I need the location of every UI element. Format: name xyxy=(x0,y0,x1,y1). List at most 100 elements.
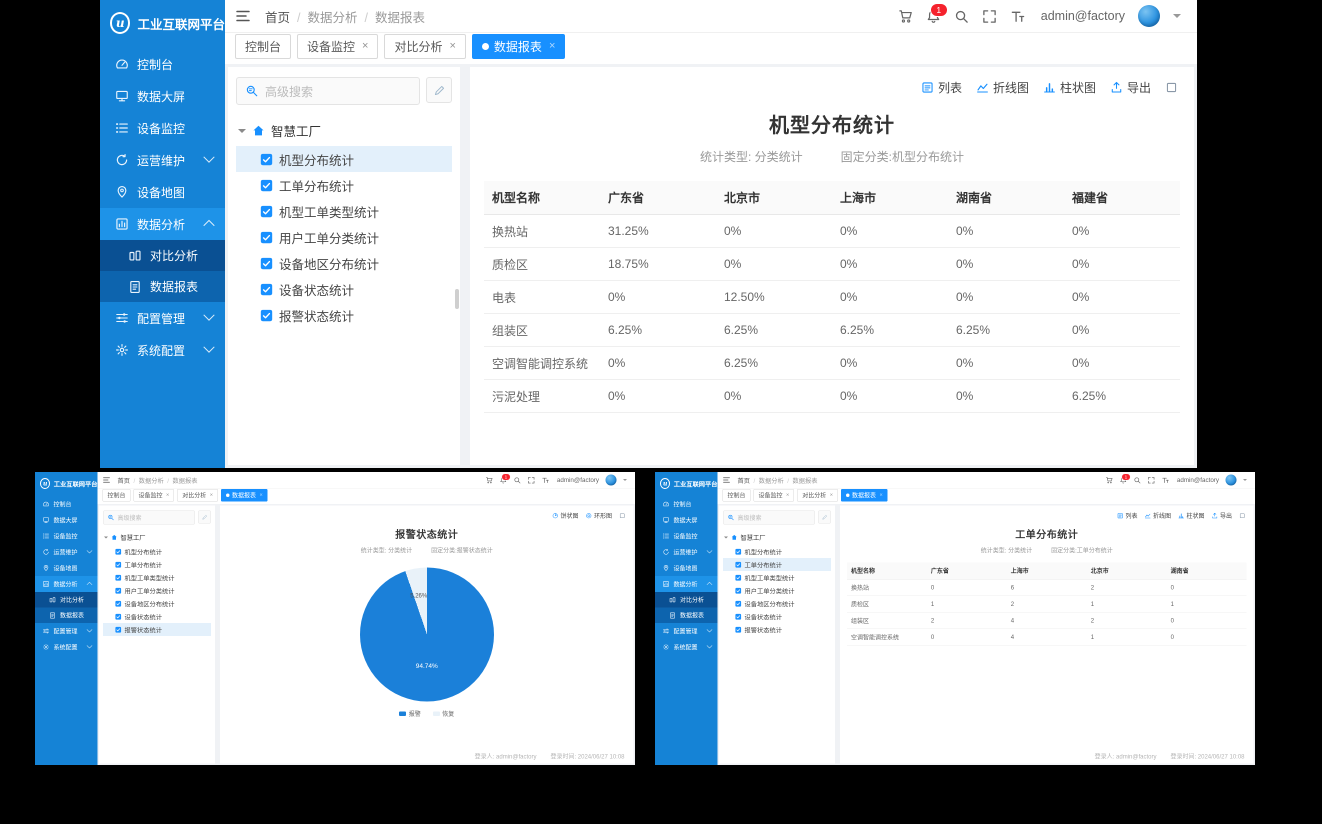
tab[interactable]: 控制台 xyxy=(722,488,751,502)
avatar[interactable] xyxy=(1225,474,1237,486)
breadcrumb-item[interactable]: / 数据报表 xyxy=(787,477,818,485)
tab-close-icon[interactable]: × xyxy=(259,492,263,498)
bell-icon[interactable]: 1 xyxy=(926,2,948,24)
fontsize-icon[interactable] xyxy=(1161,476,1169,484)
sidebar-item[interactable]: 设备监控 xyxy=(100,112,225,144)
expand-icon[interactable] xyxy=(1239,513,1246,520)
checkbox-icon[interactable] xyxy=(735,561,742,568)
tree-item[interactable]: 报警状态统计 xyxy=(103,623,211,636)
sidebar-item[interactable]: 对比分析 xyxy=(655,592,718,608)
sidebar-item[interactable]: 运营维护 xyxy=(100,144,225,176)
breadcrumb-item[interactable]: / 数据分析 xyxy=(133,477,164,485)
search-icon[interactable] xyxy=(1133,476,1141,484)
toolbar-button[interactable]: 柱状图 xyxy=(1178,512,1204,521)
sidebar-item[interactable]: 设备监控 xyxy=(655,528,718,544)
cart-icon[interactable] xyxy=(898,9,913,24)
checkbox-icon[interactable] xyxy=(115,626,122,633)
bell-icon[interactable]: 1 xyxy=(499,473,511,484)
tab[interactable]: 对比分析 × xyxy=(177,488,218,502)
cart-icon[interactable] xyxy=(1105,476,1113,484)
breadcrumb-item[interactable]: / 数据报表 xyxy=(364,10,426,25)
tree-root[interactable]: 智慧工厂 xyxy=(103,530,211,546)
toolbar-button[interactable]: 列表 xyxy=(921,79,962,96)
username[interactable]: admin@factory xyxy=(556,476,599,484)
fullscreen-icon[interactable] xyxy=(982,9,997,24)
checkbox-icon[interactable] xyxy=(115,600,122,607)
sidebar-item[interactable]: 系统配置 xyxy=(35,639,98,655)
toolbar-button[interactable]: 柱状图 xyxy=(1043,79,1096,96)
fullscreen-icon[interactable] xyxy=(527,476,535,484)
sidebar-item[interactable]: 数据大屏 xyxy=(100,80,225,112)
hamburger-icon[interactable] xyxy=(723,476,731,484)
sidebar-item[interactable]: 数据大屏 xyxy=(35,512,98,528)
checkbox-icon[interactable] xyxy=(735,626,742,633)
tree-item[interactable]: 工单分布统计 xyxy=(723,558,831,571)
tree-item[interactable]: 机型工单类型统计 xyxy=(103,571,211,584)
sidebar-item[interactable]: 数据分析 xyxy=(100,208,225,240)
pie-chart[interactable]: 94.74% 5.26% xyxy=(359,567,494,702)
tree-item[interactable]: 设备地区分布统计 xyxy=(103,597,211,610)
tree-item[interactable]: 机型分布统计 xyxy=(236,146,452,172)
fontsize-icon[interactable] xyxy=(1010,9,1025,24)
checkbox-icon[interactable] xyxy=(115,561,122,568)
tab[interactable]: 控制台 xyxy=(235,33,292,59)
sidebar-item[interactable]: 系统配置 xyxy=(655,639,718,655)
tab[interactable]: 设备监控 × xyxy=(133,488,175,502)
sidebar-item[interactable]: 设备地图 xyxy=(100,176,225,208)
fullscreen-icon[interactable] xyxy=(1147,476,1155,484)
breadcrumb-item[interactable]: /首页 xyxy=(265,10,291,25)
breadcrumb-item[interactable]: /首页 xyxy=(117,477,131,485)
checkbox-icon[interactable] xyxy=(260,283,273,296)
toolbar-button[interactable]: 列表 xyxy=(1117,512,1137,521)
advanced-search-input[interactable]: 高级搜索 xyxy=(236,77,420,105)
tree-item[interactable]: 报警状态统计 xyxy=(723,623,831,636)
checkbox-icon[interactable] xyxy=(260,153,273,166)
sidebar-item[interactable]: 配置管理 xyxy=(35,623,98,639)
caret-down-icon[interactable] xyxy=(1243,479,1247,483)
sidebar-item[interactable]: 数据分析 xyxy=(655,576,718,592)
tree-item[interactable]: 设备状态统计 xyxy=(723,610,831,623)
sidebar-item[interactable]: 控制台 xyxy=(100,48,225,80)
legend-item[interactable]: 恢复 xyxy=(432,710,454,719)
sidebar-item[interactable]: 数据报表 xyxy=(100,271,225,302)
sidebar-item[interactable]: 设备地图 xyxy=(655,560,718,576)
sidebar-item[interactable]: 对比分析 xyxy=(100,240,225,271)
username[interactable]: admin@factory xyxy=(1176,476,1219,484)
tab-close-icon[interactable]: × xyxy=(786,492,790,498)
checkbox-icon[interactable] xyxy=(115,574,122,581)
toolbar-button[interactable]: 导出 xyxy=(1110,79,1151,96)
breadcrumb-item[interactable]: / 数据分析 xyxy=(753,477,784,485)
tree-item[interactable]: 设备地区分布统计 xyxy=(723,597,831,610)
checkbox-icon[interactable] xyxy=(260,205,273,218)
tab-close-icon[interactable]: × xyxy=(829,492,833,498)
sidebar-item[interactable]: 数据分析 xyxy=(35,576,98,592)
logo[interactable]: u 工业互联网平台 xyxy=(35,472,98,492)
expand-icon[interactable] xyxy=(1165,81,1178,94)
username[interactable]: admin@factory xyxy=(1040,9,1125,23)
cart-icon[interactable] xyxy=(485,476,493,484)
tree-item[interactable]: 机型分布统计 xyxy=(103,545,211,558)
toolbar-button[interactable]: 导出 xyxy=(1211,512,1232,521)
checkbox-icon[interactable] xyxy=(260,309,273,322)
tree-item[interactable]: 设备状态统计 xyxy=(103,610,211,623)
tree-item[interactable]: 用户工单分类统计 xyxy=(723,584,831,597)
advanced-search-input[interactable]: 高级搜索 xyxy=(103,510,195,525)
tab-close-icon[interactable]: × xyxy=(209,492,213,498)
sidebar-item[interactable]: 设备监控 xyxy=(35,528,98,544)
toolbar-button[interactable]: 环形图 xyxy=(585,512,612,521)
tree-root[interactable]: 智慧工厂 xyxy=(236,115,452,146)
search-icon[interactable] xyxy=(513,476,521,484)
hamburger-icon[interactable] xyxy=(103,476,111,484)
checkbox-icon[interactable] xyxy=(735,587,742,594)
tab[interactable]: 数据报表 × xyxy=(220,488,268,502)
toolbar-button[interactable]: 折线图 xyxy=(1144,512,1171,521)
bell-icon[interactable]: 1 xyxy=(1119,473,1131,484)
tab[interactable]: 设备监控 × xyxy=(753,488,795,502)
checkbox-icon[interactable] xyxy=(115,613,122,620)
avatar[interactable] xyxy=(605,474,617,486)
tree-item[interactable]: 工单分布统计 xyxy=(103,558,211,571)
tab[interactable]: 控制台 xyxy=(102,488,131,502)
tree-item[interactable]: 设备地区分布统计 xyxy=(236,250,452,276)
tab-close-icon[interactable]: × xyxy=(879,492,883,498)
checkbox-icon[interactable] xyxy=(735,574,742,581)
